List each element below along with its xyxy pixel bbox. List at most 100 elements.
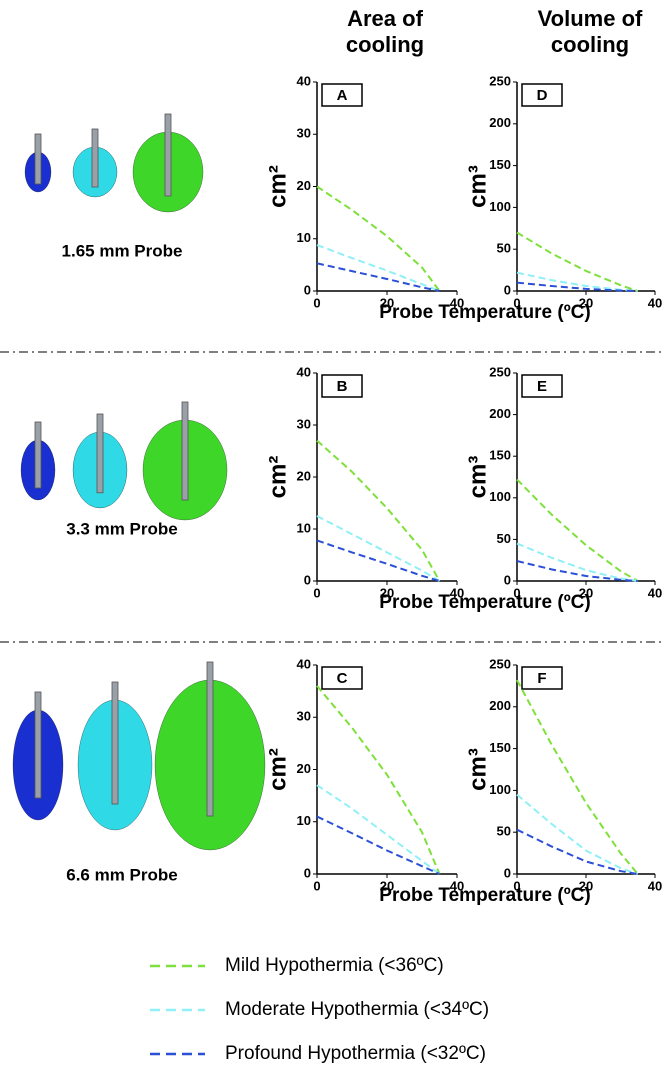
series-line <box>316 185 441 292</box>
legend-label: Mild Hypothermia (<36ºC) <box>225 955 444 976</box>
y-tick-label: 20 <box>297 178 311 193</box>
probe-label: 6.6 mm Probe <box>66 865 178 884</box>
x-tick-label: 0 <box>513 878 520 893</box>
x-tick-label: 40 <box>450 295 464 310</box>
x-tick-label: 20 <box>380 878 394 893</box>
x-axis-label: Probe Temperature (ºC) <box>379 592 590 613</box>
x-axis-label: Probe Temperature (ºC) <box>379 885 590 906</box>
x-tick-label: 20 <box>579 878 593 893</box>
y-tick-label: 30 <box>297 126 311 141</box>
y-tick-label: 10 <box>297 813 311 828</box>
y-tick-label: 100 <box>489 782 511 797</box>
series-line <box>316 439 441 582</box>
panel-letter: A <box>337 87 348 104</box>
column-header: Area of cooling <box>345 6 425 57</box>
probe-label: 1.65 mm Probe <box>62 241 183 260</box>
y-tick-label: 0 <box>304 282 311 297</box>
series-line <box>516 560 638 582</box>
panel-box <box>321 83 363 107</box>
probe <box>206 661 214 817</box>
y-tick-label: 200 <box>489 698 511 713</box>
probe <box>91 128 99 188</box>
y-tick-label: 50 <box>497 824 511 839</box>
probe <box>96 413 104 494</box>
panel-box <box>521 374 563 398</box>
y-tick-label: 30 <box>297 709 311 724</box>
y-tick-label: 10 <box>297 230 311 245</box>
series-line <box>516 828 638 875</box>
probe <box>34 691 42 799</box>
series-line <box>316 784 441 875</box>
y-axis-label: cm³ <box>464 748 491 791</box>
x-tick-label: 0 <box>313 295 320 310</box>
y-tick-label: 10 <box>297 520 311 535</box>
y-tick-label: 20 <box>297 468 311 483</box>
y-axis-label: cm³ <box>464 165 491 208</box>
y-tick-label: 50 <box>497 241 511 256</box>
y-tick-label: 100 <box>489 199 511 214</box>
x-tick-label: 0 <box>513 585 520 600</box>
x-tick-label: 20 <box>380 295 394 310</box>
x-tick-label: 20 <box>579 295 593 310</box>
y-tick-label: 40 <box>297 656 311 671</box>
series-line <box>516 679 639 875</box>
probe-label: 3.3 mm Probe <box>66 519 178 538</box>
y-tick-label: 150 <box>489 448 511 463</box>
x-tick-label: 40 <box>450 878 464 893</box>
panel-box <box>321 374 363 398</box>
x-tick-label: 40 <box>648 295 662 310</box>
y-tick-label: 0 <box>504 572 511 587</box>
x-tick-label: 40 <box>648 878 662 893</box>
x-tick-label: 40 <box>648 585 662 600</box>
y-tick-label: 100 <box>489 489 511 504</box>
series-line <box>516 793 639 875</box>
series-line <box>516 542 638 582</box>
panel-letter: B <box>337 378 348 395</box>
series-line <box>316 515 441 582</box>
y-axis-label: cm³ <box>464 456 491 499</box>
series-line <box>316 815 440 875</box>
y-tick-label: 200 <box>489 115 511 130</box>
panel-letter: E <box>537 378 547 395</box>
panel-letter: F <box>537 670 546 687</box>
x-tick-label: 0 <box>313 585 320 600</box>
probe <box>181 401 189 501</box>
panel-box <box>321 666 363 690</box>
y-tick-label: 0 <box>304 572 311 587</box>
x-tick-label: 40 <box>450 585 464 600</box>
y-tick-label: 200 <box>489 406 511 421</box>
y-tick-label: 150 <box>489 157 511 172</box>
probe <box>34 133 42 185</box>
series-line <box>316 539 440 582</box>
panel-box <box>521 83 563 107</box>
y-tick-label: 250 <box>489 73 511 88</box>
x-axis-label: Probe Temperature (ºC) <box>379 302 590 323</box>
y-tick-label: 0 <box>304 865 311 880</box>
y-axis-label: cm² <box>264 456 291 499</box>
y-axis-label: cm² <box>264 165 291 208</box>
x-tick-label: 20 <box>579 585 593 600</box>
panel-letter: C <box>337 670 348 687</box>
probe <box>164 113 172 197</box>
series-line <box>316 685 441 875</box>
series-line <box>516 231 639 292</box>
legend-label: Moderate Hypothermia (<34ºC) <box>225 999 489 1020</box>
y-tick-label: 30 <box>297 416 311 431</box>
series-line <box>516 478 639 582</box>
probe <box>34 421 42 489</box>
y-tick-label: 40 <box>297 73 311 88</box>
series-line <box>516 271 638 292</box>
y-tick-label: 250 <box>489 656 511 671</box>
y-tick-label: 0 <box>504 865 511 880</box>
x-tick-label: 20 <box>380 585 394 600</box>
column-header: Volume of cooling <box>537 6 643 57</box>
y-tick-label: 20 <box>297 761 311 776</box>
panel-letter: D <box>537 87 548 104</box>
probe <box>111 681 119 805</box>
series-line <box>516 281 638 292</box>
x-tick-label: 0 <box>513 295 520 310</box>
series-line <box>316 244 440 292</box>
x-tick-label: 0 <box>313 878 320 893</box>
